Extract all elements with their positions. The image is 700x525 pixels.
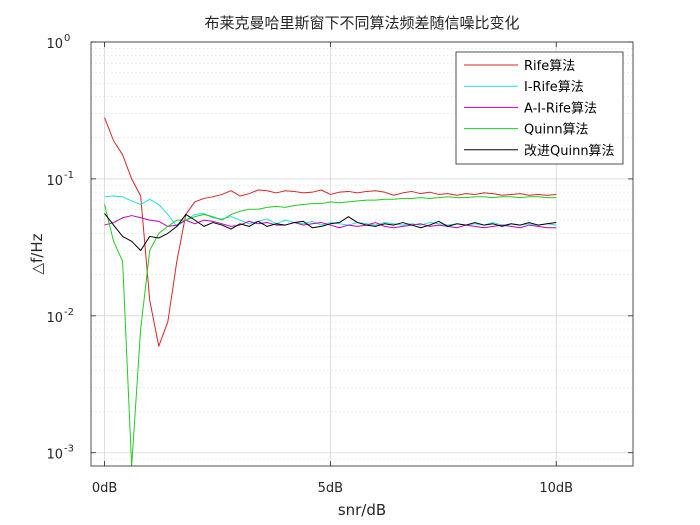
legend-label-4: Quinn算法 — [524, 123, 589, 138]
y-axis-label: △f/Hz — [28, 233, 46, 274]
series-line-4 — [104, 196, 557, 467]
y-tick-exponent: -2 — [64, 307, 74, 318]
y-tick-label: 10 — [46, 174, 63, 189]
legend-label-2: I-Rife算法 — [524, 80, 584, 95]
y-tick-label: 10 — [46, 448, 63, 463]
y-tick-label: 10 — [46, 37, 63, 52]
y-tick-exponent: 0 — [64, 33, 70, 44]
x-tick-label: 0dB — [92, 481, 117, 496]
series-line-5 — [104, 213, 557, 251]
legend-label-5: 改进Quinn算法 — [524, 144, 615, 159]
axes-box — [90, 41, 634, 467]
y-tick-exponent: -3 — [64, 444, 74, 455]
series-line-1 — [104, 117, 557, 347]
series-lines — [104, 117, 557, 467]
y-tick-exponent: -1 — [64, 170, 74, 181]
x-axis-label: snr/dB — [338, 501, 386, 519]
legend-label-1: Rife算法 — [524, 59, 575, 74]
chart-title: 布莱克曼哈里斯窗下不同算法频差随信噪比变化 — [204, 14, 519, 32]
x-tick-label: 5dB — [318, 481, 343, 496]
legend-label-3: A-I-Rife算法 — [524, 101, 597, 116]
legend-box — [455, 51, 624, 165]
series-line-3 — [104, 215, 557, 229]
y-tick-label: 10 — [46, 311, 63, 326]
x-tick-label: 10dB — [539, 481, 573, 496]
